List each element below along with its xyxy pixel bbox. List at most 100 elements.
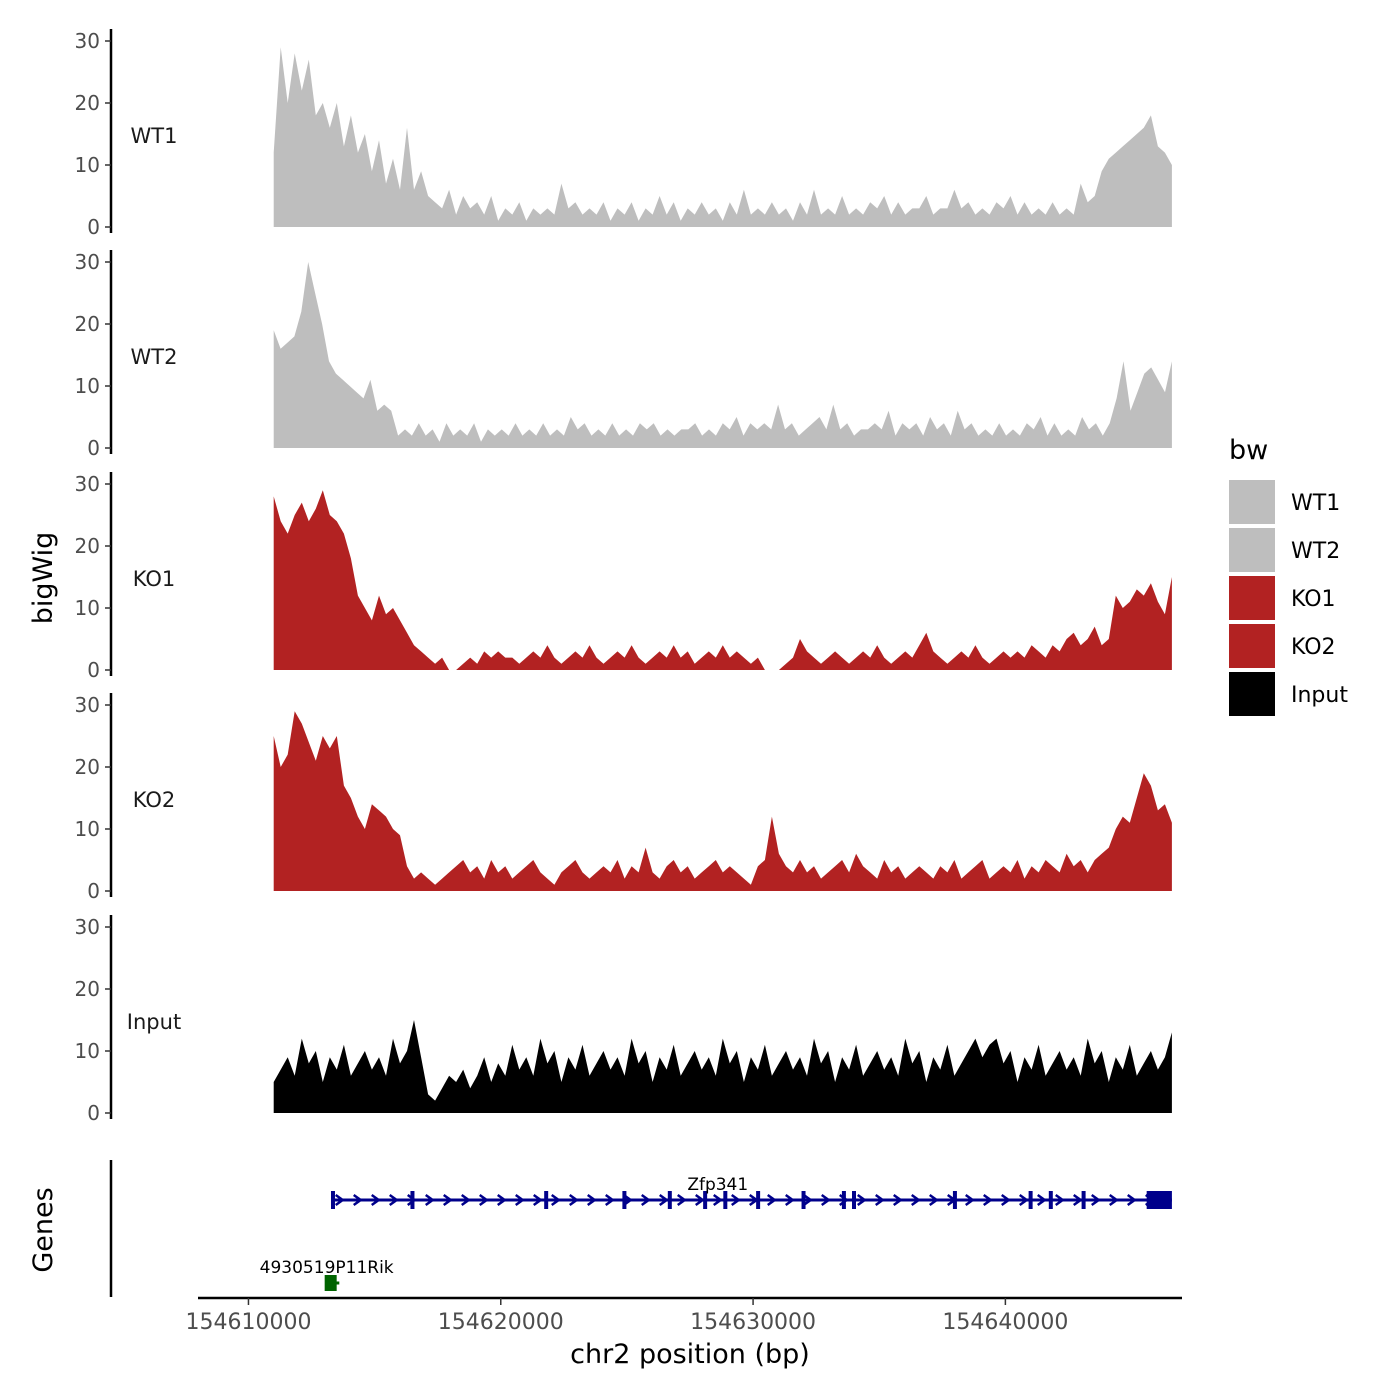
legend-label: WT1	[1291, 491, 1340, 516]
strand-arrow	[424, 1193, 435, 1207]
strand-arrow	[604, 1193, 615, 1207]
genes-axis-title: Genes	[28, 1187, 59, 1272]
strand-arrow	[892, 1193, 903, 1207]
strand-arrow	[370, 1193, 381, 1207]
strand-arrow	[964, 1193, 975, 1207]
genes-track: Zfp341 4930519P11Rik	[109, 1160, 1172, 1297]
y-tick-label: 20	[75, 755, 100, 779]
y-tick-label: 0	[87, 215, 100, 239]
exon	[801, 1191, 806, 1209]
strand-arrow	[1090, 1193, 1101, 1207]
exon	[1028, 1191, 1033, 1209]
legend-label: WT2	[1291, 539, 1340, 564]
strand-arrow	[802, 1193, 813, 1207]
x-tick-label: 154630000	[690, 1310, 816, 1335]
strand-arrow	[1036, 1193, 1047, 1207]
strand-arrow	[352, 1193, 363, 1207]
strand-arrow	[730, 1193, 741, 1207]
track-wt2: 0 10 20 30 WT2	[75, 250, 1172, 460]
y-tick-label: 20	[75, 91, 100, 115]
area-input	[273, 1020, 1172, 1113]
exon	[622, 1191, 627, 1209]
strand-arrow	[982, 1193, 993, 1207]
exon	[756, 1191, 761, 1209]
strand-arrow	[766, 1193, 777, 1207]
facet-label: KO2	[133, 788, 176, 812]
strand-arrow	[640, 1193, 651, 1207]
exon	[841, 1191, 846, 1209]
strand-arrow	[784, 1193, 795, 1207]
strand-arrow	[568, 1193, 579, 1207]
area-wt2	[273, 262, 1172, 448]
exon	[1146, 1191, 1172, 1209]
exon	[324, 1275, 337, 1291]
exon	[667, 1191, 672, 1209]
y-tick-label: 20	[75, 977, 100, 1001]
y-tick-label: 0	[87, 436, 100, 460]
legend: bw WT1 WT2 KO1 KO2 Input	[1229, 435, 1348, 716]
facet-label: WT2	[131, 345, 178, 369]
y-tick-label: 0	[87, 879, 100, 903]
legend-key-input	[1229, 672, 1275, 716]
legend-key-ko1	[1229, 576, 1275, 620]
track-panels: 0 10 20 30 WT1 0 10 20 30 WT2 0 10 20 30 KO1 0 10 20 30 KO2…	[75, 29, 1172, 1125]
x-tick-label: 154610000	[185, 1310, 311, 1335]
y-axis-title: bigWig	[28, 532, 59, 625]
strand-arrow	[496, 1193, 507, 1207]
y-tick-label: 10	[75, 374, 100, 398]
area-ko1	[273, 490, 1172, 670]
exon	[952, 1191, 957, 1209]
strand-arrow	[712, 1193, 723, 1207]
y-tick-label: 0	[87, 658, 100, 682]
exon	[1081, 1191, 1086, 1209]
x-tick-label: 154640000	[942, 1310, 1068, 1335]
strand-arrow	[1018, 1193, 1029, 1207]
y-tick-label: 10	[75, 817, 100, 841]
exon	[410, 1191, 415, 1209]
y-tick-label: 30	[75, 693, 100, 717]
track-wt1: 0 10 20 30 WT1	[75, 29, 1172, 239]
strand-arrow	[406, 1193, 417, 1207]
track-ko2: 0 10 20 30 KO2	[75, 693, 1172, 903]
strand-arrow	[532, 1193, 543, 1207]
y-tick-label: 30	[75, 29, 100, 53]
gene-label: 4930519P11Rik	[260, 1258, 394, 1278]
strand-arrow	[1126, 1193, 1137, 1207]
strand-arrow	[1108, 1193, 1119, 1207]
y-tick-label: 20	[75, 534, 100, 558]
gene-4930519p11rik: 4930519P11Rik	[260, 1258, 394, 1291]
track-input: 0 10 20 30 Input	[75, 915, 1172, 1125]
strand-arrow	[658, 1193, 669, 1207]
y-tick-label: 20	[75, 312, 100, 336]
area-wt1	[273, 47, 1172, 228]
gene-zfp341: Zfp341	[330, 1175, 1172, 1209]
legend-key-wt1	[1229, 480, 1275, 524]
exon	[544, 1191, 549, 1209]
gene-label: Zfp341	[687, 1175, 748, 1195]
facet-label: WT1	[131, 124, 178, 148]
strand-arrow	[460, 1193, 471, 1207]
y-tick-label: 10	[75, 153, 100, 177]
strand-arrow	[694, 1193, 705, 1207]
legend-title: bw	[1229, 435, 1268, 466]
exon	[1048, 1191, 1053, 1209]
strand-arrow	[442, 1193, 453, 1207]
legend-label: KO1	[1291, 587, 1336, 612]
legend-label: KO2	[1291, 635, 1336, 660]
legend-label: Input	[1291, 683, 1348, 708]
strand-arrow	[550, 1193, 561, 1207]
facet-label: Input	[127, 1010, 181, 1034]
strand-arrow	[928, 1193, 939, 1207]
exon	[852, 1191, 856, 1209]
legend-key-wt2	[1229, 528, 1275, 572]
strand-arrow	[1000, 1193, 1011, 1207]
strand-arrow	[856, 1193, 867, 1207]
strand-arrow	[820, 1193, 831, 1207]
exon	[723, 1191, 728, 1209]
x-axis: 154610000 154620000 154630000 154640000	[185, 1296, 1182, 1335]
x-axis-title: chr2 position (bp)	[570, 1339, 810, 1370]
strand-arrow	[334, 1193, 345, 1207]
strand-arrow	[1072, 1193, 1083, 1207]
strand-arrow	[910, 1193, 921, 1207]
